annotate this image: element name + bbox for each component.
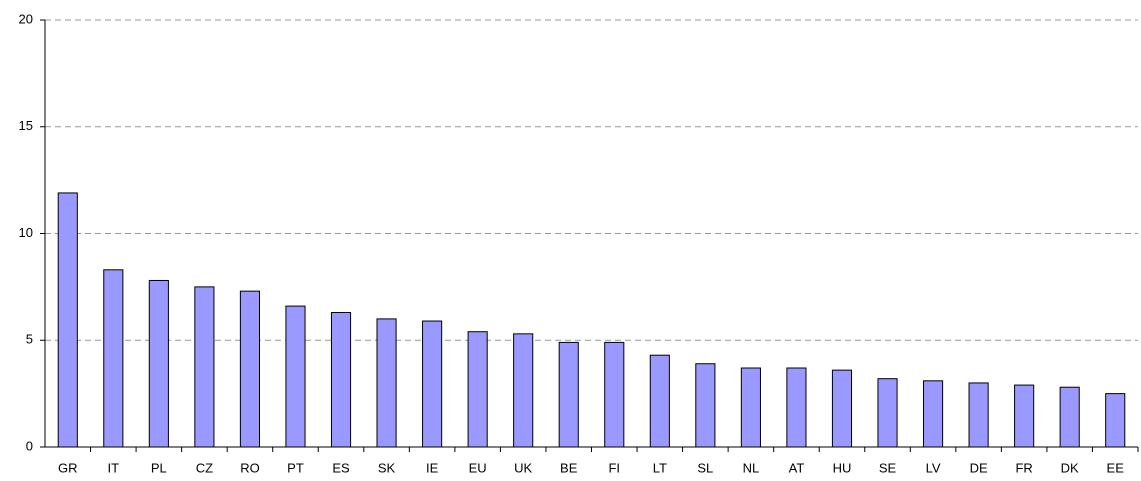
x-tick-label: FI (608, 460, 620, 475)
x-tick-label: PT (287, 460, 304, 475)
x-tick-label: IT (108, 460, 120, 475)
x-tick-label: DE (970, 460, 988, 475)
bar (1105, 393, 1126, 448)
bar (422, 320, 443, 448)
bar (194, 286, 215, 448)
x-tick-label: SL (697, 460, 713, 475)
bar (239, 290, 261, 448)
x-tick-label: RO (240, 460, 260, 475)
bar (57, 192, 78, 448)
x-tick-label: BE (560, 460, 578, 475)
y-tick-label: 15 (19, 118, 33, 133)
bar (604, 341, 625, 448)
y-tick-label: 5 (26, 332, 33, 347)
x-tick-label: SK (378, 460, 396, 475)
x-tick-label: HU (833, 460, 852, 475)
y-tick-label: 20 (19, 11, 33, 26)
bar (513, 333, 534, 448)
x-tick-label: GR (58, 460, 78, 475)
bar (376, 318, 397, 448)
y-tick-label: 10 (19, 225, 33, 240)
x-tick-label: NL (743, 460, 760, 475)
bar (285, 305, 306, 448)
x-tick-label: FR (1015, 460, 1032, 475)
bar (330, 311, 352, 448)
x-tick-label: ES (332, 460, 350, 475)
x-tick-label: IE (426, 460, 439, 475)
bar (1014, 384, 1035, 448)
x-tick-label: DK (1061, 460, 1079, 475)
y-tick-label: 0 (26, 438, 33, 453)
bar (103, 269, 124, 448)
x-tick-label: LT (653, 460, 667, 475)
bar (1059, 386, 1080, 448)
x-tick-label: AT (789, 460, 805, 475)
bar (148, 279, 169, 448)
x-tick-label: SE (879, 460, 897, 475)
x-tick-label: EE (1107, 460, 1125, 475)
x-tick-label: UK (514, 460, 532, 475)
x-tick-label: CZ (196, 460, 213, 475)
x-tick-label: LV (926, 460, 941, 475)
bar (922, 380, 944, 448)
bar (695, 363, 716, 448)
bar (786, 367, 807, 448)
bar (831, 369, 853, 448)
x-tick-label: EU (469, 460, 487, 475)
bar (968, 382, 989, 448)
bar (558, 341, 579, 448)
bar (649, 354, 670, 448)
bar (877, 378, 898, 448)
bar (740, 367, 761, 448)
bar (467, 331, 488, 448)
x-tick-label: PL (151, 460, 167, 475)
